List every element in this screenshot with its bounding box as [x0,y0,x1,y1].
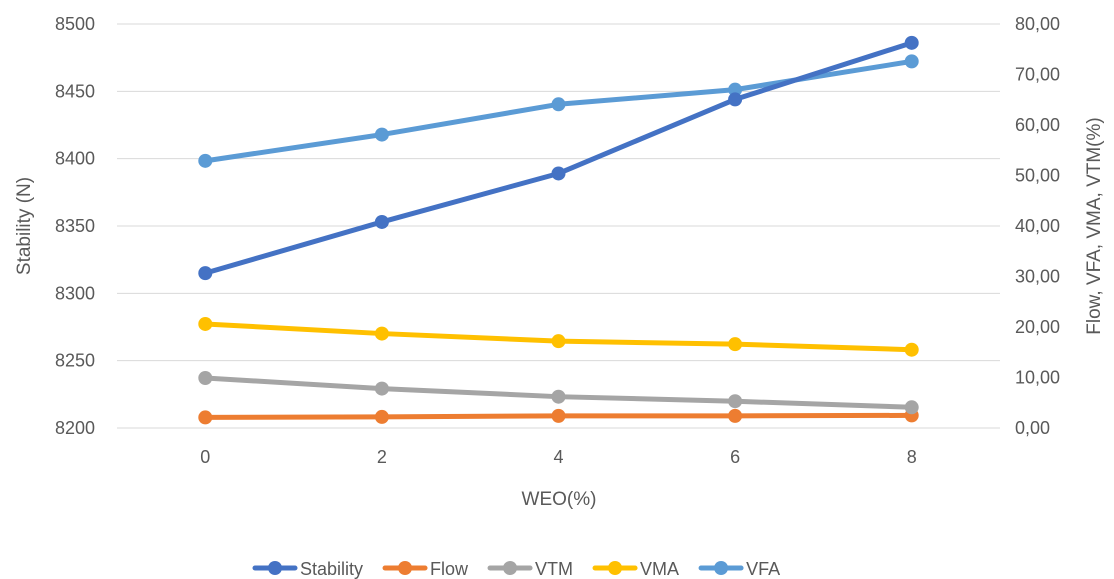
x-tick-label: 4 [553,447,563,467]
legend-swatch-marker [268,561,282,575]
legend-item-vtm: VTM [487,559,573,579]
data-point [374,127,389,142]
y2-tick-label: 20,00 [1015,317,1060,337]
data-point [728,337,743,352]
legend-item-vma: VMA [592,559,679,579]
series-vma [198,316,919,357]
data-point [728,394,743,409]
data-point [374,381,389,396]
data-point [374,326,389,341]
series-vfa [198,54,919,168]
data-point [198,153,213,168]
data-point [198,410,213,425]
legend-label: VTM [535,559,573,579]
gridlines [117,23,1000,429]
data-point [551,334,566,349]
series-flow [198,408,919,425]
y-tick-label: 8350 [55,216,95,236]
y2-tick-label: 50,00 [1015,166,1060,186]
data-point [904,342,919,357]
data-point [728,408,743,423]
legend-label: Flow [430,559,469,579]
data-point [374,214,389,229]
legend-swatch-marker [608,561,623,575]
x-tick-label: 6 [730,447,740,467]
left-axis-ticks: 8200 8250 8300 8350 8400 8450 8500 [55,14,95,438]
y2-tick-label: 30,00 [1015,267,1060,287]
data-point [728,82,743,97]
data-point [374,409,389,424]
data-point [198,266,213,281]
data-point [198,371,213,386]
data-point [551,389,566,404]
y-tick-label: 8450 [55,81,95,101]
y-tick-label: 8300 [55,283,95,303]
legend-swatch-marker [503,561,518,575]
legend-swatch-marker [714,561,729,575]
y-tick-label: 8200 [55,418,95,438]
data-point [551,166,566,181]
y2-tick-label: 60,00 [1015,115,1060,135]
y2-tick-label: 10,00 [1015,368,1060,388]
x-tick-label: 0 [200,447,210,467]
legend-label: VFA [746,559,780,579]
data-point [198,316,213,331]
data-point [728,92,743,107]
series-stability [198,35,919,281]
y-tick-label: 8250 [55,351,95,371]
legend-swatch-marker [398,561,413,575]
data-point [904,35,919,50]
x-tick-label: 2 [377,447,387,467]
x-axis-title: WEO(%) [522,489,597,510]
y2-tick-label: 80,00 [1015,14,1060,34]
legend-label: VMA [640,559,679,579]
y2-tick-label: 40,00 [1015,216,1060,236]
data-point [551,408,566,423]
legend: Stability Flow VTM VMA VFA [252,559,780,579]
y2-axis-title: Flow, VFA, VMA, VTM(%) [1084,117,1105,334]
series-vtm [198,371,919,415]
y2-tick-label: 0,00 [1015,418,1050,438]
legend-item-vfa: VFA [698,559,780,579]
legend-label: Stability [300,559,363,579]
y-tick-label: 8400 [55,149,95,169]
right-axis-ticks: 0,00 10,00 20,00 30,00 40,00 50,00 60,00 70,00 8… [1015,14,1060,438]
y-tick-label: 8500 [55,14,95,34]
data-point [904,400,919,415]
series-layer [198,35,919,425]
y2-tick-label: 70,00 [1015,65,1060,85]
data-point [904,54,919,69]
data-point [551,97,566,112]
y-axis-title: Stability (N) [14,177,35,275]
series-line [202,40,915,276]
x-axis-ticks: 0 2 4 6 8 [200,447,916,467]
legend-item-flow: Flow [382,559,469,579]
x-tick-label: 8 [907,447,917,467]
legend-item-stability: Stability [252,559,363,579]
